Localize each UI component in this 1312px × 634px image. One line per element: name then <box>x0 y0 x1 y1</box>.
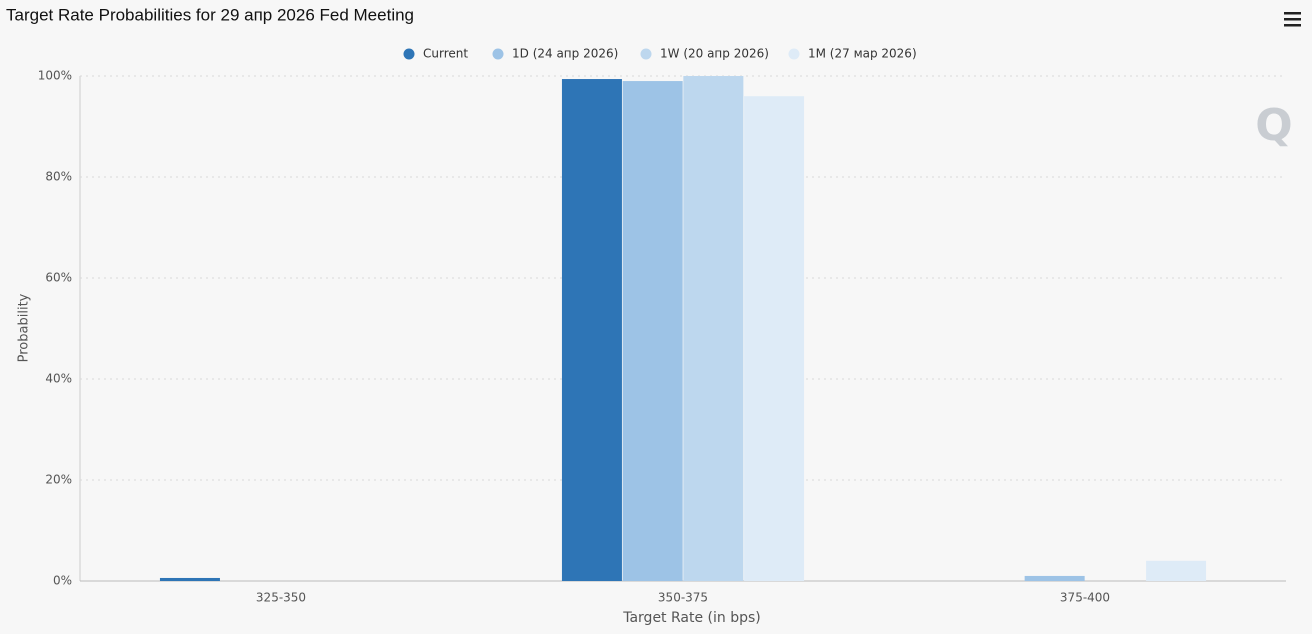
x-tick-label: 325-350 <box>256 591 306 605</box>
menu-button[interactable] <box>1284 12 1301 27</box>
bar[interactable] <box>561 79 622 581</box>
y-tick-label: 0% <box>53 574 72 588</box>
y-tick-label: 40% <box>45 372 72 386</box>
legend-label[interactable]: 1W (20 апр 2026) <box>660 47 769 61</box>
x-tick-label: 375-400 <box>1060 591 1110 605</box>
bar[interactable] <box>159 577 220 581</box>
legend-label[interactable]: Current <box>423 47 468 61</box>
legend-marker[interactable] <box>640 48 652 60</box>
bar[interactable] <box>1146 560 1207 581</box>
bar[interactable] <box>1024 575 1085 581</box>
x-tick-label: 350-375 <box>658 591 708 605</box>
y-tick-label: 60% <box>45 271 72 285</box>
legend-marker[interactable] <box>788 48 800 60</box>
y-tick-label: 100% <box>38 69 72 83</box>
bar[interactable] <box>622 81 683 582</box>
chart-title: Target Rate Probabilities for 29 апр 202… <box>6 5 414 24</box>
y-axis-title: Probability <box>17 293 32 362</box>
y-tick-label: 20% <box>45 473 72 487</box>
bar[interactable] <box>744 96 805 581</box>
bar[interactable] <box>683 76 744 581</box>
x-axis-title: Target Rate (in bps) <box>622 610 761 626</box>
y-tick-label: 80% <box>45 170 72 184</box>
legend-label[interactable]: 1M (27 мар 2026) <box>808 47 917 61</box>
legend-marker[interactable] <box>403 48 415 60</box>
legend-label[interactable]: 1D (24 апр 2026) <box>512 47 618 61</box>
watermark: Q <box>1255 100 1292 151</box>
legend-marker[interactable] <box>492 48 504 60</box>
